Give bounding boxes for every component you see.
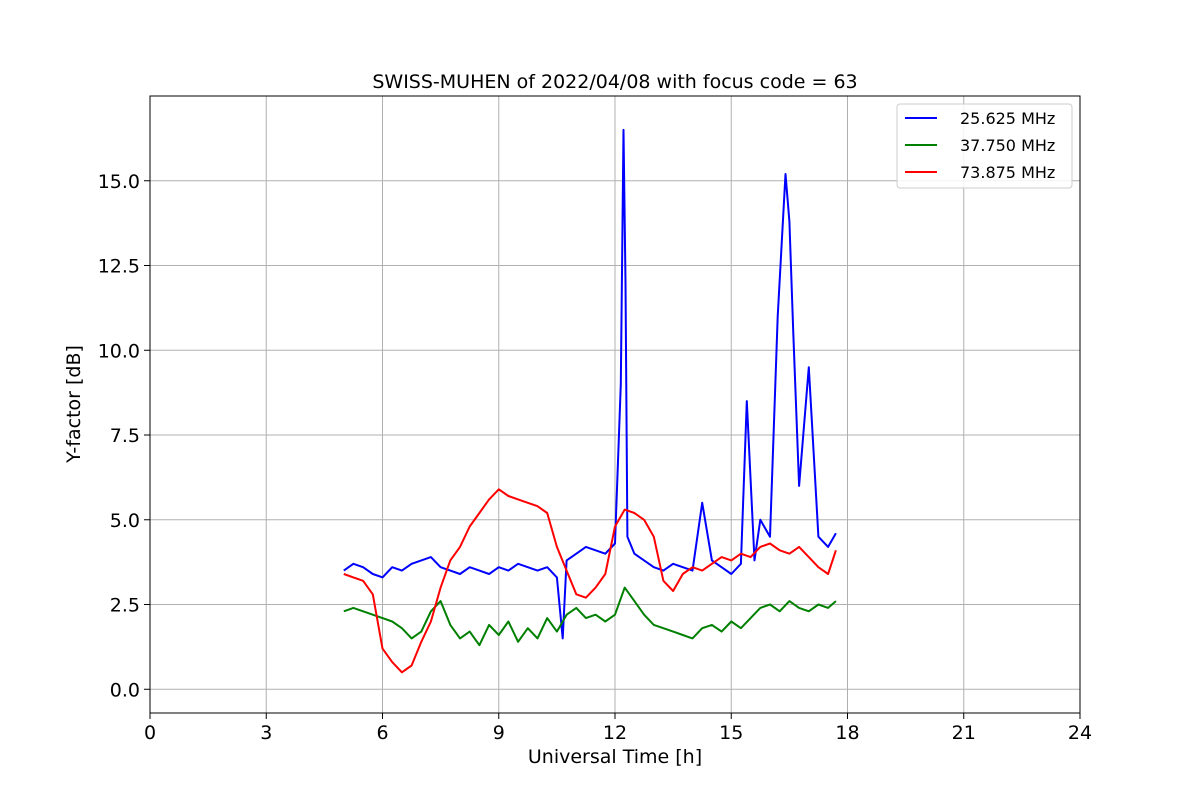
legend-label-25-625: 25.625 MHz: [960, 109, 1055, 128]
y-tick-label: 7.5: [110, 425, 140, 447]
axis-ticks: 0 3 6 9 12 15 18 21 24 0.0 2.5 5.0 7.5 10.0 12.5 15.0: [98, 171, 1092, 744]
x-axis-label: Universal Time [h]: [528, 746, 702, 768]
x-tick-label: 24: [1068, 722, 1092, 744]
x-tick-label: 15: [719, 722, 743, 744]
legend-label-73-875: 73.875 MHz: [960, 163, 1055, 182]
series-lines: [343, 128, 837, 674]
grid-lines: [149, 96, 1081, 713]
x-tick-label: 12: [603, 722, 627, 744]
legend-box: [896, 103, 1073, 189]
y-tick-label: 2.5: [110, 595, 140, 617]
series-line-73-875-mhz: [343, 488, 837, 674]
y-tick-label: 12.5: [98, 256, 140, 278]
legend-label-37-750: 37.750 MHz: [960, 136, 1055, 155]
x-tick-label: 9: [493, 722, 505, 744]
legend: 25.625 MHz 37.750 MHz 73.875 MHz: [896, 103, 1073, 189]
x-tick-label: 21: [952, 722, 976, 744]
series-line-37-750-mhz: [343, 586, 837, 647]
y-tick-label: 10.0: [98, 340, 140, 362]
y-tick-label: 5.0: [110, 510, 140, 532]
series-line-25-625-mhz: [343, 128, 837, 640]
chart-title: SWISS-MUHEN of 2022/04/08 with focus cod…: [372, 71, 857, 93]
x-tick-label: 0: [144, 722, 156, 744]
x-tick-label: 18: [835, 722, 859, 744]
y-tick-label: 15.0: [98, 171, 140, 193]
x-tick-label: 3: [260, 722, 272, 744]
y-tick-label: 0.0: [110, 679, 140, 701]
x-tick-label: 6: [376, 722, 388, 744]
y-axis-label: Y-factor [dB]: [63, 345, 85, 464]
